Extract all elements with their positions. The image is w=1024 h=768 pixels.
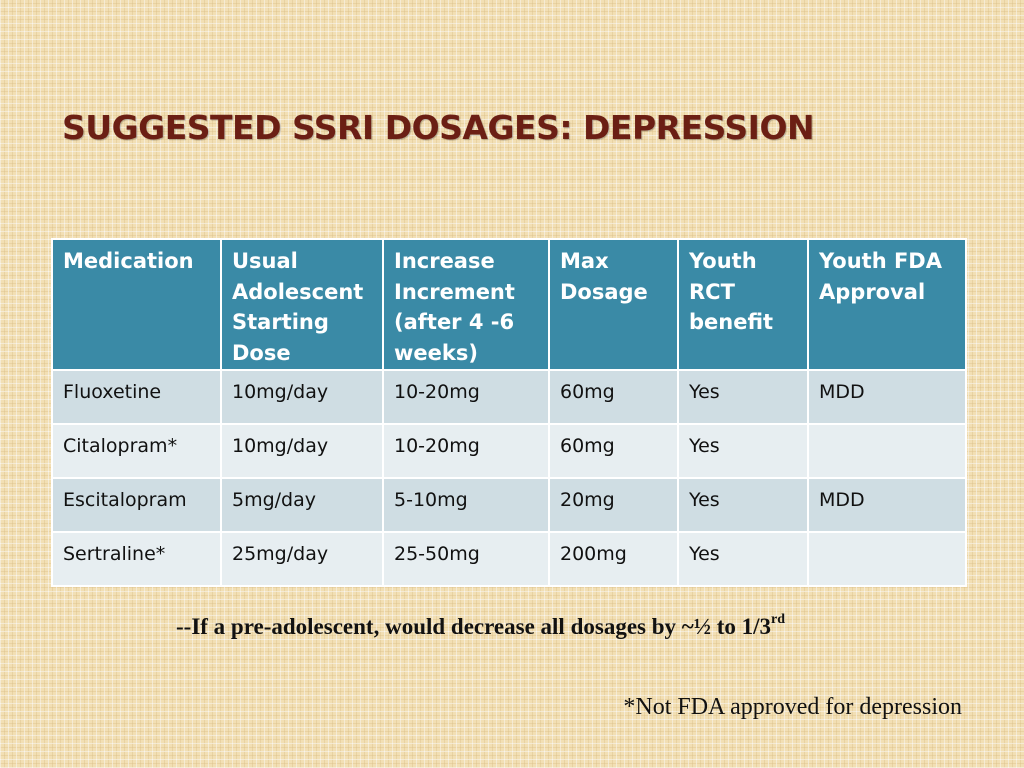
cell-increase-increment: 10-20mg <box>382 369 550 425</box>
cell-increase-increment: 5-10mg <box>382 477 550 533</box>
table-row: Citalopram* 10mg/day 10-20mg 60mg Yes <box>51 423 967 479</box>
header-youth-fda-approval: Youth FDA Approval <box>807 238 967 371</box>
cell-medication: Sertraline* <box>51 531 222 587</box>
header-increase-increment: Increase Increment (after 4 -6 weeks) <box>382 238 550 371</box>
cell-starting-dose: 25mg/day <box>220 531 384 587</box>
cell-youth-fda-approval: MDD <box>807 369 967 425</box>
ssri-dosage-table: Medication Usual Adolescent Starting Dos… <box>51 238 967 587</box>
cell-starting-dose: 5mg/day <box>220 477 384 533</box>
header-youth-rct-benefit: Youth RCT benefit <box>677 238 809 371</box>
table-header-row: Medication Usual Adolescent Starting Dos… <box>51 238 967 371</box>
table-row: Escitalopram 5mg/day 5-10mg 20mg Yes MDD <box>51 477 967 533</box>
table-row: Sertraline* 25mg/day 25-50mg 200mg Yes <box>51 531 967 587</box>
cell-increase-increment: 25-50mg <box>382 531 550 587</box>
table-row: Fluoxetine 10mg/day 10-20mg 60mg Yes MDD <box>51 369 967 425</box>
cell-increase-increment: 10-20mg <box>382 423 550 479</box>
cell-youth-rct-benefit: Yes <box>677 531 809 587</box>
header-starting-dose: Usual Adolescent Starting Dose <box>220 238 384 371</box>
not-fda-approved-note: *Not FDA approved for depression <box>623 694 962 720</box>
cell-youth-rct-benefit: Yes <box>677 369 809 425</box>
slide-title: SUGGESTED SSRI DOSAGES: DEPRESSION <box>62 108 815 147</box>
header-max-dosage: Max Dosage <box>548 238 679 371</box>
cell-youth-rct-benefit: Yes <box>677 423 809 479</box>
cell-youth-fda-approval <box>807 531 967 587</box>
cell-youth-rct-benefit: Yes <box>677 477 809 533</box>
cell-starting-dose: 10mg/day <box>220 369 384 425</box>
cell-max-dosage: 200mg <box>548 531 679 587</box>
cell-youth-fda-approval <box>807 423 967 479</box>
preadolescent-note-text: --If a pre-adolescent, would decrease al… <box>176 614 772 639</box>
cell-medication: Fluoxetine <box>51 369 222 425</box>
preadolescent-note-superscript: rd <box>771 612 786 627</box>
cell-youth-fda-approval: MDD <box>807 477 967 533</box>
cell-max-dosage: 60mg <box>548 369 679 425</box>
header-medication: Medication <box>51 238 222 371</box>
cell-max-dosage: 20mg <box>548 477 679 533</box>
cell-starting-dose: 10mg/day <box>220 423 384 479</box>
cell-medication: Citalopram* <box>51 423 222 479</box>
preadolescent-note: --If a pre-adolescent, would decrease al… <box>176 612 786 640</box>
cell-medication: Escitalopram <box>51 477 222 533</box>
cell-max-dosage: 60mg <box>548 423 679 479</box>
